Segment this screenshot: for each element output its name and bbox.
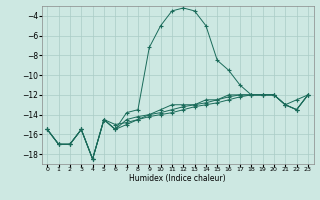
X-axis label: Humidex (Indice chaleur): Humidex (Indice chaleur): [129, 174, 226, 183]
